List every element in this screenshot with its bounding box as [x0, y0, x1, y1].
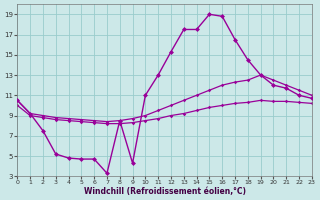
X-axis label: Windchill (Refroidissement éolien,°C): Windchill (Refroidissement éolien,°C) [84, 187, 245, 196]
